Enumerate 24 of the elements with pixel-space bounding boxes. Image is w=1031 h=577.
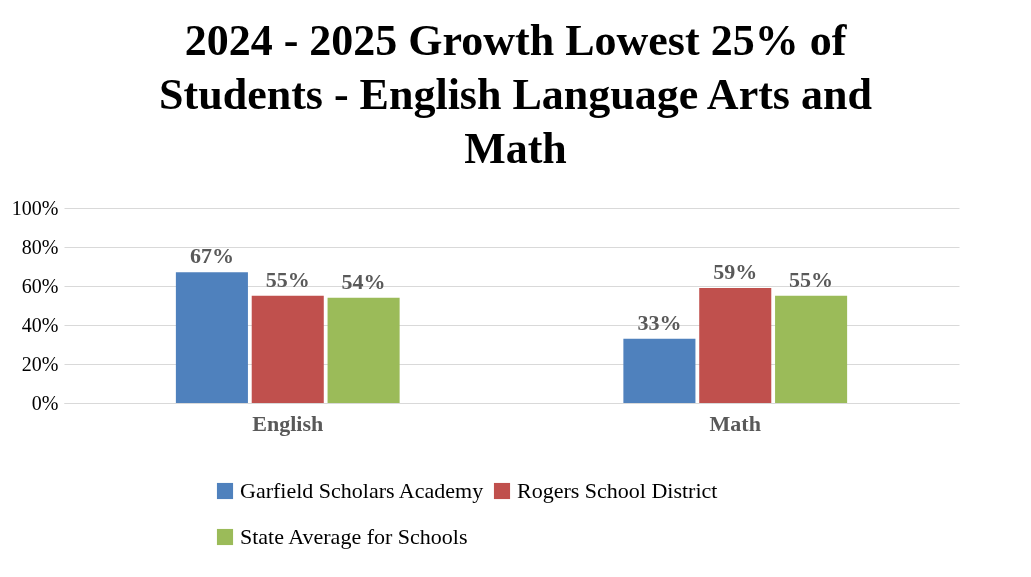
- bar: [327, 297, 400, 403]
- bar: [699, 287, 772, 403]
- y-tick-label: 100%: [11, 196, 59, 219]
- y-tick-label: 60%: [21, 274, 59, 297]
- data-label: 55%: [265, 266, 310, 292]
- y-tick-label: 0%: [31, 391, 59, 414]
- data-label: 33%: [637, 309, 682, 335]
- data-label: 67%: [189, 243, 234, 269]
- legend-label: State Average for Schools: [240, 524, 468, 549]
- data-label: 55%: [789, 266, 834, 292]
- data-label: 59%: [713, 258, 758, 284]
- x-tick-label: Math: [709, 410, 761, 436]
- bar: [175, 272, 248, 403]
- bar: [623, 338, 696, 403]
- y-tick-label: 80%: [21, 235, 59, 258]
- legend-label: Rogers School District: [517, 478, 718, 503]
- y-tick-label: 20%: [21, 352, 59, 375]
- y-tick-label: 40%: [21, 313, 59, 336]
- bar: [775, 295, 848, 403]
- x-tick-label: English: [252, 410, 324, 436]
- data-label: 54%: [341, 268, 386, 294]
- bar: [251, 295, 324, 403]
- legend-label: Garfield Scholars Academy: [240, 478, 484, 503]
- chart-title: 2024 - 2025 Growth Lowest 25% of Students - English Language Arts and Math: [158, 15, 873, 175]
